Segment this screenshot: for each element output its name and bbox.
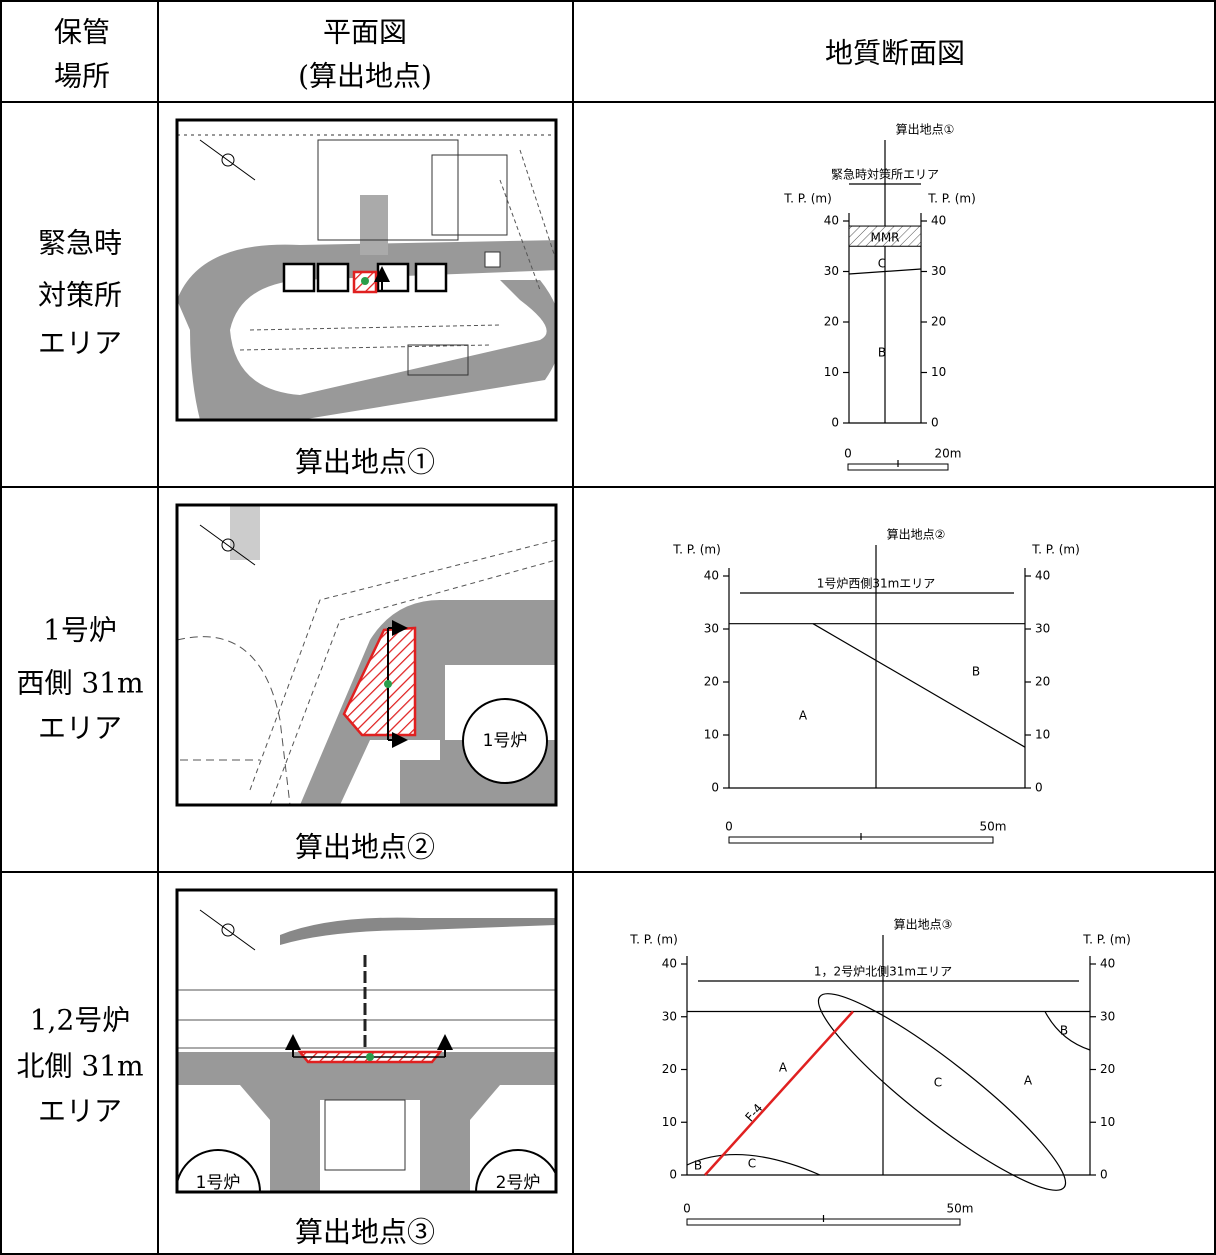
tick-label: 0 (831, 416, 839, 430)
scale-label: 0 (683, 1202, 691, 1216)
location-text: エリア (38, 712, 122, 745)
section-point-label: 算出地点② (887, 527, 946, 542)
tick-label: 40 (1100, 957, 1115, 971)
zone-label: B (1060, 1024, 1068, 1038)
layer-c (817, 993, 1067, 1191)
scale-label: 50m (980, 820, 1007, 834)
axis-label: T. P. (m) (672, 543, 721, 557)
area-label: 1，2号炉北側31mエリア (814, 965, 952, 979)
location-text: 緊急時 (38, 227, 122, 260)
area-label: 緊急時対策所エリア (831, 167, 939, 182)
location-text: 西側 31m (16, 667, 143, 700)
header-text: 保管 (54, 16, 110, 49)
section-point-label: 算出地点① (896, 122, 955, 137)
fault-label: F-4 (742, 1101, 765, 1124)
tick-label: 0 (931, 416, 939, 430)
plan-map (175, 118, 558, 422)
layer-boundary (686, 1153, 821, 1176)
tick-label: 40 (704, 569, 719, 583)
zone-label: C (748, 1157, 756, 1171)
tick-label: 20 (824, 315, 839, 329)
axis-label: T. P. (m) (1031, 543, 1080, 557)
section-point-label: 算出地点③ (894, 917, 953, 932)
location-text: エリア (38, 1095, 122, 1128)
tick-label: 40 (824, 214, 839, 228)
tick-label: 20 (662, 1062, 677, 1076)
location-text: 北側 31m (16, 1050, 143, 1083)
zone-label: MMR (870, 231, 899, 245)
scale-label: 50m (947, 1202, 974, 1216)
layer-boundary (848, 268, 922, 275)
plan-caption: 算出地点② (295, 831, 435, 864)
location-text: 1,2号炉 (30, 1004, 131, 1037)
tick-label: 20 (1035, 675, 1050, 689)
scale-label: 20m (935, 447, 962, 461)
tick-label: 30 (704, 622, 719, 636)
tick-label: 40 (1035, 569, 1050, 583)
location-text: 1号炉 (43, 614, 117, 647)
layer-boundary (812, 623, 1026, 748)
tick-label: 40 (931, 214, 946, 228)
header-text: (算出地点) (298, 60, 432, 93)
tick-label: 10 (824, 365, 839, 379)
location-text: 対策所 (38, 279, 122, 312)
header-text: 場所 (54, 60, 110, 93)
plan-map (175, 503, 558, 807)
tick-label: 30 (931, 264, 946, 278)
scale-label: 0 (844, 447, 852, 461)
zone-label: B (878, 346, 886, 360)
tick-label: 30 (1100, 1009, 1115, 1023)
tick-label: 0 (1100, 1168, 1108, 1182)
tick-label: 20 (931, 315, 946, 329)
area-label: 1号炉西側31mエリア (817, 577, 936, 591)
tick-label: 30 (824, 264, 839, 278)
tick-label: 20 (704, 675, 719, 689)
tick-label: 10 (931, 365, 946, 379)
zone-label: A (779, 1061, 788, 1075)
tick-label: 10 (1100, 1115, 1115, 1129)
zone-label: A (1024, 1074, 1033, 1088)
axis-label: T. P. (m) (1082, 933, 1131, 947)
tick-label: 30 (1035, 622, 1050, 636)
tick-label: 0 (669, 1168, 677, 1182)
plan-caption: 算出地点③ (295, 1216, 435, 1249)
axis-label: T. P. (m) (629, 933, 678, 947)
location-text: エリア (38, 327, 122, 360)
tick-label: 10 (704, 728, 719, 742)
tick-label: 20 (1100, 1062, 1115, 1076)
plan-caption: 算出地点① (295, 446, 435, 479)
plan-label: 2号炉 (496, 1173, 541, 1193)
zone-label: B (972, 665, 980, 679)
zone-label: B (694, 1159, 702, 1173)
layer-boundary (1044, 1011, 1091, 1051)
tick-label: 40 (662, 957, 677, 971)
header-text: 平面図 (323, 16, 407, 49)
tick-label: 30 (662, 1009, 677, 1023)
mmr-layer (848, 225, 922, 247)
plan-label: 1号炉 (483, 731, 528, 751)
tick-label: 10 (1035, 728, 1050, 742)
header-text: 地質断面図 (825, 37, 965, 70)
tick-label: 0 (1035, 781, 1043, 795)
plan-map (175, 888, 558, 1194)
tick-label: 10 (662, 1115, 677, 1129)
zone-label: C (878, 257, 886, 271)
zone-label: C (934, 1076, 942, 1090)
zone-label: A (799, 709, 808, 723)
axis-label: T. P. (m) (927, 192, 976, 206)
fault-line (704, 1010, 854, 1176)
scale-label: 0 (725, 820, 733, 834)
tick-label: 0 (711, 781, 719, 795)
plan-label: 1号炉 (196, 1173, 241, 1193)
axis-label: T. P. (m) (783, 192, 832, 206)
